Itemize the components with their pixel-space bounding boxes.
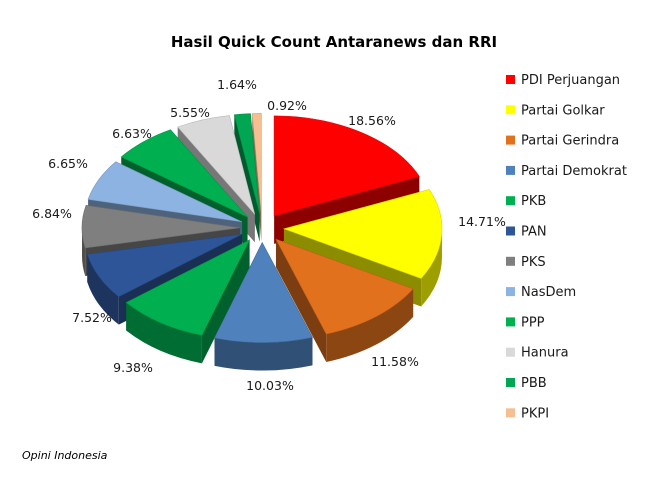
legend-swatch (506, 317, 515, 327)
legend-item-9: PPP (506, 315, 545, 330)
slice-side (82, 227, 86, 276)
slice-top (273, 115, 420, 217)
legend-swatch (506, 256, 515, 266)
legend-label: PKB (521, 194, 546, 209)
data-label-10: 5.55% (170, 105, 210, 120)
slice-top (87, 161, 243, 223)
data-label-6: 7.52% (72, 310, 112, 325)
slice-5 (125, 239, 251, 364)
slice-2 (282, 189, 443, 307)
data-label-4: 10.03% (246, 378, 294, 393)
slice-top (81, 204, 241, 249)
legend-label: Partai Demokrat (521, 164, 627, 179)
legend-swatch (506, 165, 515, 175)
legend-label: Partai Gerindra (521, 134, 619, 149)
legend-label: NasDem (521, 285, 576, 300)
pie-slices (81, 113, 443, 371)
legend-item-5: PKB (506, 194, 546, 209)
data-label-2: 14.71% (458, 214, 506, 229)
legend-item-7: PKS (506, 255, 546, 270)
slice-4 (214, 241, 313, 371)
slice-top (214, 241, 313, 343)
legend-label: Partai Golkar (521, 103, 605, 118)
legend-item-10: Hanura (506, 346, 569, 361)
legend-label: PKPI (521, 406, 549, 421)
slice-top (177, 115, 256, 215)
legend-item-3: Partai Gerindra (506, 134, 619, 149)
legend-item-4: Partai Demokrat (506, 164, 627, 179)
footer-credit: Opini Indonesia (22, 449, 108, 462)
data-label-5: 9.38% (113, 360, 153, 375)
slice-3 (275, 238, 414, 363)
legend-swatch (506, 105, 515, 115)
legend-swatch (506, 226, 515, 236)
data-label-3: 11.58% (371, 354, 419, 369)
slice-side (214, 337, 313, 371)
legend-label: PKS (521, 255, 546, 270)
slice-side (126, 302, 202, 364)
slice-top (120, 129, 248, 218)
legend-swatch (506, 287, 515, 297)
data-label-7: 6.84% (32, 206, 72, 221)
legend-label: Hanura (521, 346, 569, 361)
legend-swatch (506, 408, 515, 418)
legend-swatch (506, 135, 515, 145)
legend: PDI Perjuangan Partai Golkar Partai Gerind… (506, 73, 627, 421)
data-label-9: 6.63% (112, 126, 152, 141)
legend-swatch (506, 347, 515, 357)
chart-title: Hasil Quick Count Antaranews dan RRI (171, 33, 497, 51)
slice-side (326, 288, 414, 363)
slice-top (233, 113, 260, 214)
legend-label: PBB (521, 376, 547, 391)
slice-top (275, 238, 414, 335)
legend-label: PAN (521, 225, 547, 240)
slice-top (251, 113, 262, 214)
legend-label: PPP (521, 315, 545, 330)
slice-top (86, 233, 243, 298)
slice-side (421, 228, 442, 307)
data-labels: 18.56% 14.71% 11.58% 10.03% 9.38% 7.52% 6.84% 6… (32, 77, 506, 393)
legend-swatch (506, 75, 515, 84)
data-label-1: 18.56% (348, 113, 396, 128)
slice-top (125, 239, 251, 336)
legend-item-1: PDI Perjuangan (506, 73, 620, 88)
legend-label: PDI Perjuangan (521, 73, 620, 88)
legend-item-11: PBB (506, 376, 547, 391)
slice-side (87, 254, 119, 325)
legend-item-8: NasDem (506, 285, 576, 300)
data-label-11: 1.64% (217, 77, 257, 92)
slice-wall (275, 239, 327, 363)
slice-top (282, 189, 443, 279)
data-label-12: 0.92% (267, 98, 307, 113)
data-label-8: 6.65% (48, 156, 88, 171)
legend-item-12: PKPI (506, 406, 549, 421)
legend-swatch (506, 196, 515, 206)
legend-item-6: PAN (506, 225, 547, 240)
legend-swatch (506, 378, 515, 387)
legend-item-2: Partai Golkar (506, 103, 605, 118)
